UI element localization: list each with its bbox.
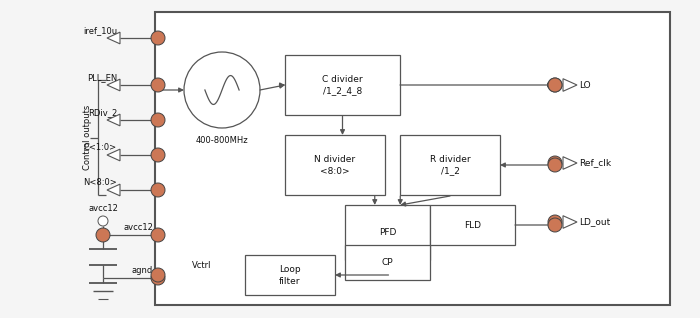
- Circle shape: [151, 268, 165, 282]
- Polygon shape: [107, 184, 120, 196]
- Text: Vctrl: Vctrl: [192, 261, 211, 270]
- Circle shape: [548, 156, 562, 170]
- Circle shape: [548, 78, 562, 92]
- Circle shape: [548, 78, 562, 92]
- Bar: [430, 205, 515, 245]
- Circle shape: [151, 183, 165, 197]
- Bar: [345, 205, 430, 260]
- Text: C<1:0>: C<1:0>: [84, 143, 117, 152]
- Text: PLL_EN: PLL_EN: [87, 73, 117, 82]
- Circle shape: [548, 218, 562, 232]
- Text: LD_out: LD_out: [579, 218, 610, 226]
- Bar: [345, 245, 430, 280]
- Polygon shape: [107, 149, 120, 161]
- Text: PFD: PFD: [379, 228, 396, 237]
- Text: /1_2: /1_2: [440, 167, 459, 176]
- Polygon shape: [107, 114, 120, 126]
- Text: avcc12: avcc12: [88, 204, 118, 213]
- Text: N<8:0>: N<8:0>: [83, 178, 117, 187]
- Text: agnd: agnd: [132, 266, 153, 275]
- Bar: [285, 135, 385, 195]
- Circle shape: [548, 215, 562, 229]
- Bar: [285, 55, 400, 115]
- Circle shape: [151, 228, 165, 242]
- Polygon shape: [563, 216, 577, 228]
- Bar: [245, 255, 335, 295]
- Text: RDiv_2: RDiv_2: [88, 108, 117, 117]
- Text: FLD: FLD: [464, 220, 481, 230]
- Text: CP: CP: [382, 258, 393, 267]
- Polygon shape: [563, 79, 577, 91]
- Text: N divider: N divider: [314, 156, 356, 164]
- Text: Loop: Loop: [279, 266, 301, 274]
- Text: avcc12: avcc12: [123, 223, 153, 232]
- Text: <8:0>: <8:0>: [320, 167, 350, 176]
- Circle shape: [98, 216, 108, 226]
- Text: Ref_clk: Ref_clk: [579, 158, 611, 168]
- Circle shape: [548, 158, 562, 172]
- Polygon shape: [107, 32, 120, 44]
- Circle shape: [151, 31, 165, 45]
- Text: LO: LO: [579, 80, 591, 89]
- Circle shape: [151, 271, 165, 285]
- Polygon shape: [107, 79, 120, 91]
- Circle shape: [96, 228, 110, 242]
- Bar: [155, 12, 670, 305]
- Text: /1_2_4_8: /1_2_4_8: [323, 86, 362, 95]
- Text: iref_10u: iref_10u: [83, 26, 117, 35]
- Text: C divider: C divider: [322, 75, 363, 85]
- Circle shape: [184, 52, 260, 128]
- Circle shape: [151, 78, 165, 92]
- Text: Control outputs: Control outputs: [83, 105, 92, 170]
- Polygon shape: [563, 157, 577, 169]
- Circle shape: [151, 148, 165, 162]
- Text: 400-800MHz: 400-800MHz: [196, 136, 248, 145]
- Text: filter: filter: [279, 276, 301, 286]
- Circle shape: [151, 113, 165, 127]
- Text: R divider: R divider: [430, 156, 470, 164]
- Bar: [400, 135, 500, 195]
